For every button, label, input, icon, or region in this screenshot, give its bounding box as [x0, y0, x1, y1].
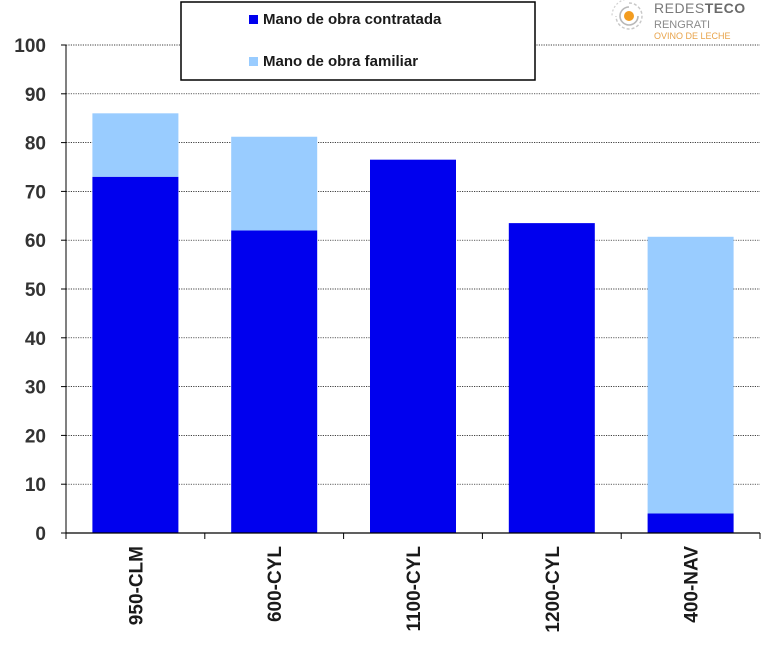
- y-tick-label: 90: [25, 85, 46, 106]
- x-tick-labels: 950-CLM 600-CYL 1100-CYL 1200-CYL 400-NAV: [126, 546, 702, 633]
- y-tick-label: 60: [25, 231, 46, 252]
- y-tick-label: 10: [25, 475, 46, 496]
- logo-brand-light: REDES: [654, 0, 705, 16]
- bar-1100-CYL-contratada: [370, 159, 456, 533]
- y-tick-label: 50: [25, 280, 46, 301]
- x-tick-label-1200-CYL: 1200-CYL: [543, 546, 564, 633]
- bar-600-CYL-contratada: [231, 230, 318, 533]
- logo-line3: OVINO DE LECHE: [654, 31, 731, 41]
- y-tick-label: 0: [35, 524, 46, 545]
- x-tick-label-950-CLM: 950-CLM: [126, 546, 147, 625]
- bar-400-NAV-familiar: [647, 236, 734, 514]
- y-tick-label: 40: [25, 329, 46, 350]
- bar-1200-CYL-contratada: [508, 223, 595, 533]
- bar-600-CYL-familiar: [231, 136, 318, 231]
- legend-swatch-contratada: [249, 15, 258, 24]
- y-tick-label: 30: [25, 378, 46, 399]
- legend-label-familiar: Mano de obra familiar: [263, 53, 418, 70]
- y-tick-label: 100: [14, 36, 46, 57]
- legend-label-contratada: Mano de obra contratada: [263, 11, 442, 28]
- logo-brand-bold: TECO: [705, 0, 746, 16]
- bar-950-CLM-contratada: [92, 176, 179, 533]
- y-tick-label: 20: [25, 426, 46, 447]
- svg-text:REDESTECO: REDESTECO: [654, 0, 746, 16]
- x-tick-label-600-CYL: 600-CYL: [265, 546, 286, 622]
- legend: Mano de obra contratada Mano de obra fam…: [180, 1, 536, 81]
- logo-swirl-icon: [611, 0, 643, 30]
- bar-950-CLM-familiar: [92, 113, 179, 177]
- y-tick-label: 70: [25, 182, 46, 203]
- logo-line2: RENGRATI: [654, 19, 710, 31]
- y-tick-labels: 0 10 20 30 40 50 60 70 80 90 100: [14, 36, 66, 545]
- legend-swatch-familiar: [249, 57, 258, 66]
- y-tick-label: 80: [25, 134, 46, 155]
- x-tick-label-400-NAV: 400-NAV: [682, 546, 703, 623]
- bar-400-NAV-contratada: [647, 513, 734, 533]
- x-tick-label-1100-CYL: 1100-CYL: [404, 546, 425, 632]
- bars: [92, 113, 734, 533]
- legend-box: [180, 1, 536, 81]
- redesteco-logo: REDESTECO RENGRATI OVINO DE LECHE: [611, 0, 746, 41]
